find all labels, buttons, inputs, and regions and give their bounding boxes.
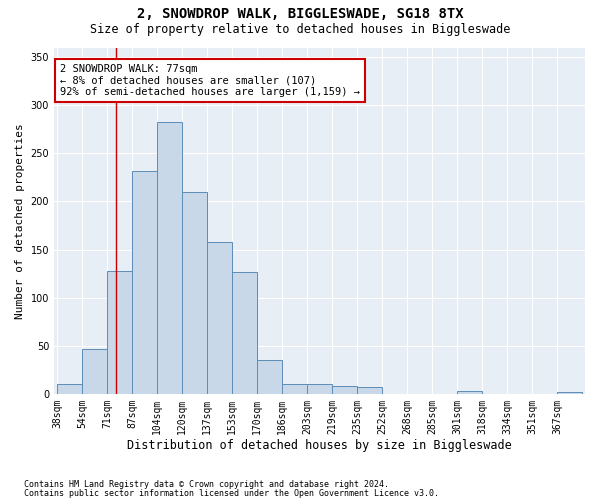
Bar xyxy=(82,348,107,394)
X-axis label: Distribution of detached houses by size in Biggleswade: Distribution of detached houses by size … xyxy=(127,440,512,452)
Bar xyxy=(357,387,382,394)
Bar xyxy=(182,192,207,394)
Text: Contains public sector information licensed under the Open Government Licence v3: Contains public sector information licen… xyxy=(24,489,439,498)
Text: Contains HM Land Registry data © Crown copyright and database right 2024.: Contains HM Land Registry data © Crown c… xyxy=(24,480,389,489)
Bar xyxy=(332,386,357,394)
Bar xyxy=(557,392,582,394)
Bar xyxy=(457,391,482,394)
Y-axis label: Number of detached properties: Number of detached properties xyxy=(15,123,25,318)
Text: Size of property relative to detached houses in Biggleswade: Size of property relative to detached ho… xyxy=(90,22,510,36)
Bar xyxy=(132,170,157,394)
Bar xyxy=(57,384,82,394)
Bar xyxy=(157,122,182,394)
Bar xyxy=(107,270,132,394)
Text: 2, SNOWDROP WALK, BIGGLESWADE, SG18 8TX: 2, SNOWDROP WALK, BIGGLESWADE, SG18 8TX xyxy=(137,8,463,22)
Bar xyxy=(307,384,332,394)
Text: 2 SNOWDROP WALK: 77sqm
← 8% of detached houses are smaller (107)
92% of semi-det: 2 SNOWDROP WALK: 77sqm ← 8% of detached … xyxy=(60,64,360,97)
Bar xyxy=(257,360,282,394)
Bar xyxy=(282,384,307,394)
Bar xyxy=(207,242,232,394)
Bar xyxy=(232,272,257,394)
